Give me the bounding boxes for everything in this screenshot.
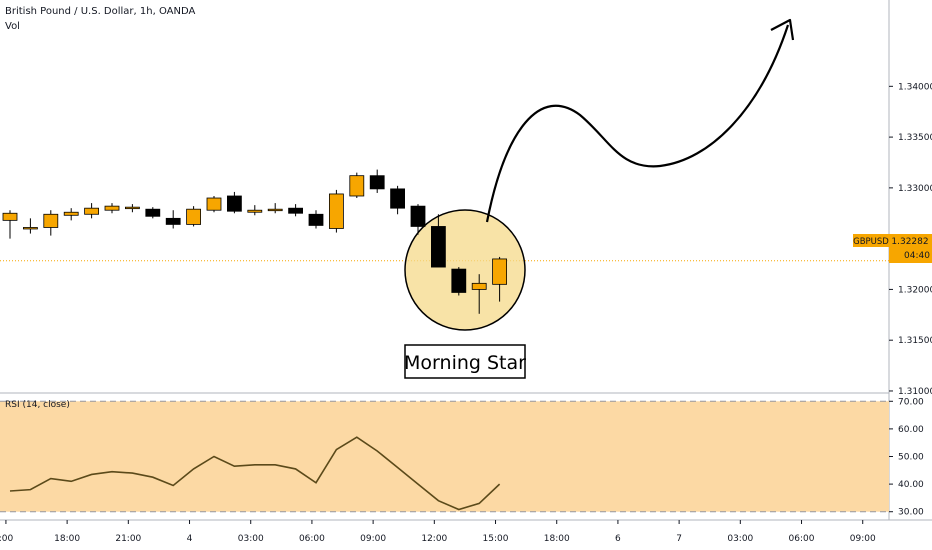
arrow-head-icon	[770, 18, 795, 41]
candle	[84, 207, 99, 215]
candle	[349, 175, 365, 197]
candle	[247, 209, 263, 213]
annotation-box	[404, 344, 526, 379]
price-tick-label: 1.32000	[898, 285, 932, 295]
time-tick-label: 09:00	[360, 534, 386, 544]
time-tick-label: 06:00	[789, 534, 815, 544]
candle	[125, 206, 140, 210]
candle	[430, 226, 446, 268]
candle	[451, 268, 467, 293]
candle	[63, 211, 79, 216]
rsi-line	[9, 436, 501, 511]
price-tick-label: 1.31500	[898, 336, 932, 346]
time-tick-label: 09:00	[850, 534, 876, 544]
price-tick-label: 1.34000	[898, 82, 932, 92]
candle	[410, 205, 426, 227]
time-tick-label: 15:00	[483, 534, 509, 544]
time-tick-label: :00	[0, 534, 13, 544]
time-tick-label: 4	[187, 534, 193, 544]
candle	[165, 217, 181, 225]
candle	[328, 193, 344, 229]
rsi-tick-label: 60.00	[898, 425, 924, 435]
rsi-tick-label: 70.00	[898, 397, 924, 407]
candles-group	[2, 169, 508, 314]
price-tick-label: 1.33500	[898, 133, 932, 143]
symbol-tag: GBPUSD	[853, 237, 889, 247]
candle	[22, 227, 38, 230]
candle	[288, 207, 304, 214]
candle	[145, 208, 161, 217]
time-tick-label: 06:00	[299, 534, 325, 544]
chart-title: British Pound / U.S. Dollar, 1h, OANDA	[5, 6, 196, 17]
candle	[369, 175, 385, 190]
candle	[2, 212, 18, 221]
candle	[471, 282, 487, 290]
candle	[226, 195, 242, 212]
time-tick-label: 18:00	[544, 534, 570, 544]
time-tick-label: 21:00	[115, 534, 141, 544]
time-tick-label: 03:00	[727, 534, 753, 544]
volume-label: Vol	[5, 21, 20, 32]
time-tick-label: 12:00	[421, 534, 447, 544]
price-tag-value: 1.32282	[891, 237, 928, 247]
time-axis[interactable]: :00 18:00 21:00 4 03:00 06:00 09:00 12:00 15:00 1…	[0, 520, 876, 544]
candle	[492, 258, 508, 285]
projection-arrow	[485, 24, 790, 223]
price-tick-label: 1.33000	[898, 184, 932, 194]
time-tick-label: 6	[615, 534, 621, 544]
candle	[104, 205, 120, 211]
candle	[186, 208, 202, 225]
price-tag-bg	[889, 234, 932, 263]
rsi-axis[interactable]: 70.00 60.00 50.00 40.00 30.00	[889, 397, 924, 518]
symbol-tag-bg	[853, 234, 889, 247]
candle	[390, 188, 406, 209]
rsi-label: RSI (14, close)	[5, 400, 70, 410]
candle	[206, 197, 222, 211]
time-tick-label: 7	[676, 534, 682, 544]
rsi-tick-label: 30.00	[898, 508, 924, 518]
price-tick-label: 1.31000	[898, 387, 932, 397]
candle	[267, 208, 283, 212]
time-tick-label: 18:00	[54, 534, 80, 544]
rsi-group	[9, 436, 501, 511]
rsi-band	[0, 401, 889, 512]
countdown-value: 04:40	[904, 251, 930, 261]
time-tick-label: 03:00	[238, 534, 264, 544]
candle	[43, 213, 59, 228]
annotation-label: Morning Star	[404, 352, 526, 374]
rsi-tick-label: 50.00	[898, 453, 924, 463]
rsi-tick-label: 40.00	[898, 480, 924, 490]
candle	[308, 213, 324, 226]
